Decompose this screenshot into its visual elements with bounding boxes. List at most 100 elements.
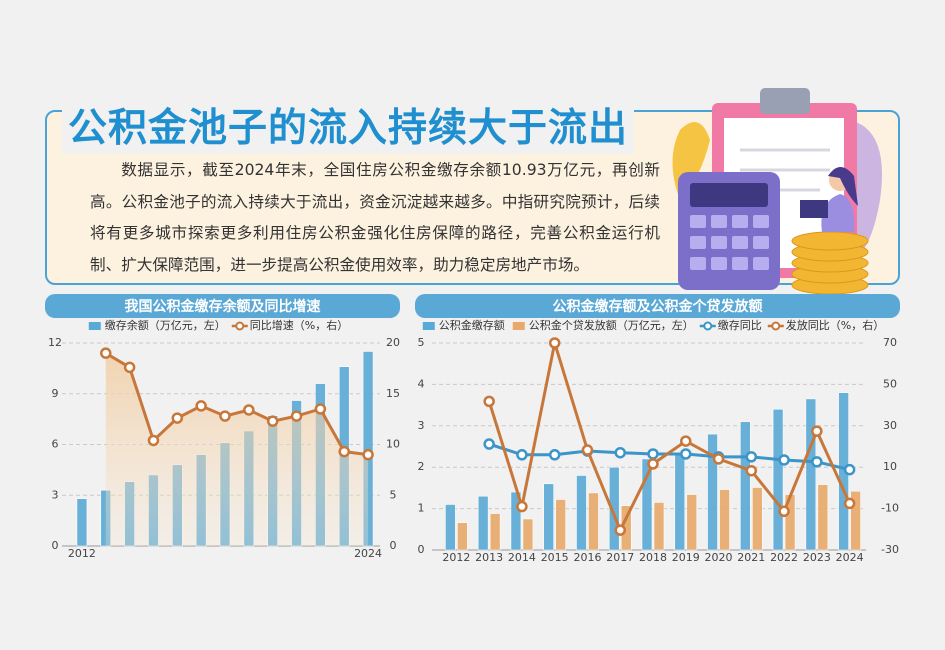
line-marker (614, 446, 626, 459)
line-marker (195, 400, 207, 412)
bar (588, 492, 599, 551)
chart-title: 我国公积金缴存余额及同比增速 (125, 298, 321, 315)
y-tick-label: 5 (418, 336, 425, 349)
legend-swatch (703, 321, 713, 331)
bar (522, 518, 534, 551)
bar (457, 522, 468, 551)
line-marker (548, 449, 561, 461)
bar (445, 504, 456, 551)
line (487, 342, 851, 534)
bar (489, 513, 501, 551)
line-marker (483, 438, 495, 450)
y2-tick-label: 20 (386, 336, 400, 349)
bar (707, 433, 718, 551)
line-marker (100, 347, 112, 359)
legend-swatch (422, 322, 435, 330)
y2-tick-label: 15 (386, 387, 400, 400)
y-tick-label: 12 (48, 336, 62, 349)
line-marker (581, 444, 594, 456)
bar (817, 484, 829, 551)
legend-swatch (235, 321, 245, 331)
legend-label: 公积金缴存额 (439, 318, 505, 332)
bar (686, 494, 698, 551)
x-tick-label: 2018 (639, 551, 667, 564)
line-marker (811, 456, 823, 468)
line-marker (147, 434, 160, 447)
laptop (800, 200, 828, 218)
page-title: 公积金池子的流入持续大于流出 (62, 104, 635, 154)
x-tick-label: 2016 (573, 551, 601, 564)
y2-tick-label: 0 (390, 539, 397, 552)
y2-tick-label: 10 (883, 460, 897, 473)
line-marker (745, 451, 758, 463)
line (105, 351, 369, 457)
x-tick-label: 2022 (770, 551, 798, 564)
x-tick-label: 2024 (354, 547, 382, 560)
line-marker (516, 449, 528, 461)
bar (850, 490, 861, 551)
line-marker (338, 445, 350, 458)
person-body (821, 194, 855, 232)
bar (772, 408, 784, 551)
line (488, 442, 850, 472)
chart-title: 公积金缴存额及公积金个贷发放额 (553, 298, 763, 315)
y-tick-label: 0 (418, 543, 425, 556)
y-tick-label: 1 (418, 502, 425, 515)
y2-tick-label: -10 (881, 502, 899, 515)
line-marker (680, 448, 692, 460)
x-tick-label: 2017 (606, 551, 634, 564)
legend-label: 发放同比（%，右） (786, 318, 884, 332)
line-area (105, 353, 369, 546)
line-marker (483, 395, 495, 408)
bar (477, 495, 489, 551)
y2-tick-label: 30 (883, 419, 897, 432)
line-marker (647, 458, 659, 470)
coins (791, 231, 869, 295)
bar (805, 398, 817, 551)
y-tick-label: 3 (418, 419, 425, 432)
bar (641, 458, 653, 551)
line-marker (123, 361, 136, 374)
legend-label: 公积金个贷发放额（万亿元，左） (529, 318, 694, 332)
panel-header (415, 294, 900, 318)
y-tick-label: 2 (418, 460, 425, 473)
x-tick-label: 2012 (442, 551, 470, 564)
intro-text: 数据显示，截至2024年末，全国住房公积金缴存余额10.93万亿元，再创新高。公… (90, 161, 660, 274)
bar (576, 475, 587, 551)
line-marker (647, 448, 659, 460)
line-marker (811, 425, 823, 437)
y2-tick-label: -30 (881, 543, 899, 556)
line-marker (290, 410, 303, 422)
person-hair (828, 167, 858, 206)
line-marker (680, 435, 692, 447)
line-marker (266, 415, 279, 427)
legend-label: 缴存余额（万亿元，左） (105, 318, 226, 332)
legend-swatch (771, 321, 781, 331)
bar (543, 483, 554, 551)
line-marker (614, 524, 626, 536)
x-tick-label: 2019 (672, 551, 700, 564)
line-marker (219, 410, 231, 422)
line-marker (712, 453, 725, 465)
line-marker (843, 497, 856, 510)
line-marker (843, 463, 856, 476)
legend-swatch (512, 322, 525, 330)
line-marker (516, 500, 528, 513)
x-tick-label: 2021 (737, 551, 765, 564)
line-marker (745, 464, 758, 477)
calculator-screen (690, 183, 768, 207)
x-tick-label: 2014 (508, 551, 536, 564)
bar (76, 498, 88, 547)
legend: 公积金缴存额 公积金个贷发放额（万亿元，左） 缴存同比 发放同比（%，右） (422, 318, 884, 332)
bar (752, 487, 763, 551)
clip (760, 88, 810, 114)
bar (555, 499, 566, 551)
x-tick-label: 2020 (705, 551, 733, 564)
y-tick-label: 9 (52, 387, 59, 400)
y-tick-label: 0 (52, 539, 59, 552)
x-tick-label: 2013 (475, 551, 503, 564)
x-tick-label: 2024 (836, 551, 864, 564)
